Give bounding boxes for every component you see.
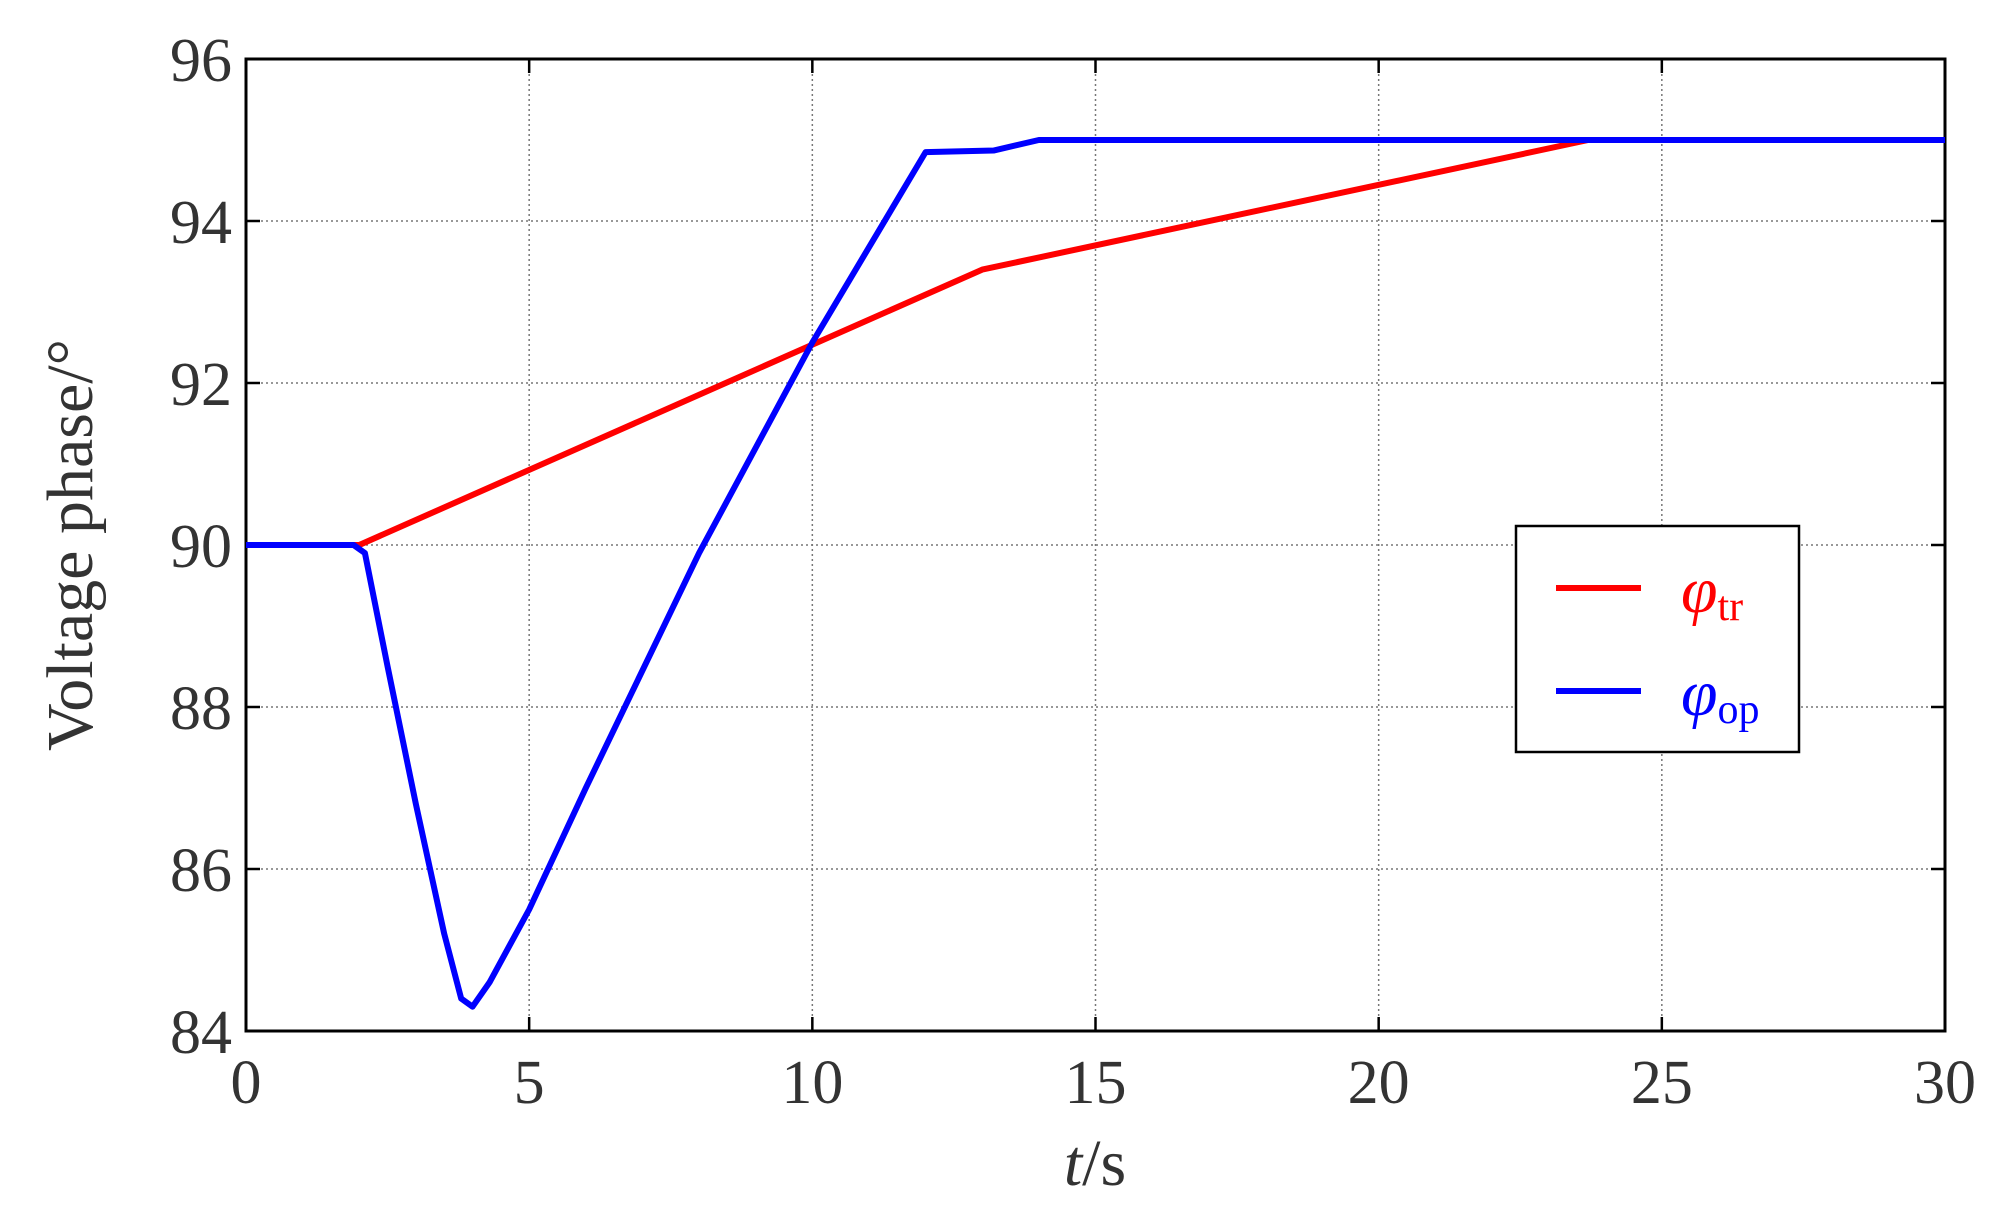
y-tick-label: 94: [170, 189, 232, 257]
y-tick-label: 88: [170, 675, 232, 743]
y-tick-label: 84: [170, 999, 232, 1067]
x-tick-label: 5: [514, 1049, 545, 1117]
x-tick-label: 30: [1914, 1049, 1976, 1117]
y-tick-label: 90: [170, 513, 232, 581]
y-axis-label: Voltage phase/°: [34, 339, 107, 751]
series-line: [246, 137, 1945, 1010]
y-tick-label: 86: [170, 837, 232, 905]
y-tick-label: 92: [170, 351, 232, 419]
x-tick-label: 15: [1065, 1049, 1127, 1117]
x-tick-label: 10: [781, 1049, 843, 1117]
x-tick-label: 20: [1348, 1049, 1410, 1117]
x-axis-label: t/s: [1064, 1127, 1126, 1200]
x-tick-label: 0: [231, 1049, 262, 1117]
legend-label: φtr: [1681, 554, 1743, 630]
x-tick-label: 25: [1631, 1049, 1693, 1117]
legend-box: [1514, 524, 1801, 754]
y-tick-label: 96: [170, 27, 232, 95]
legend-label: φop: [1681, 657, 1760, 733]
